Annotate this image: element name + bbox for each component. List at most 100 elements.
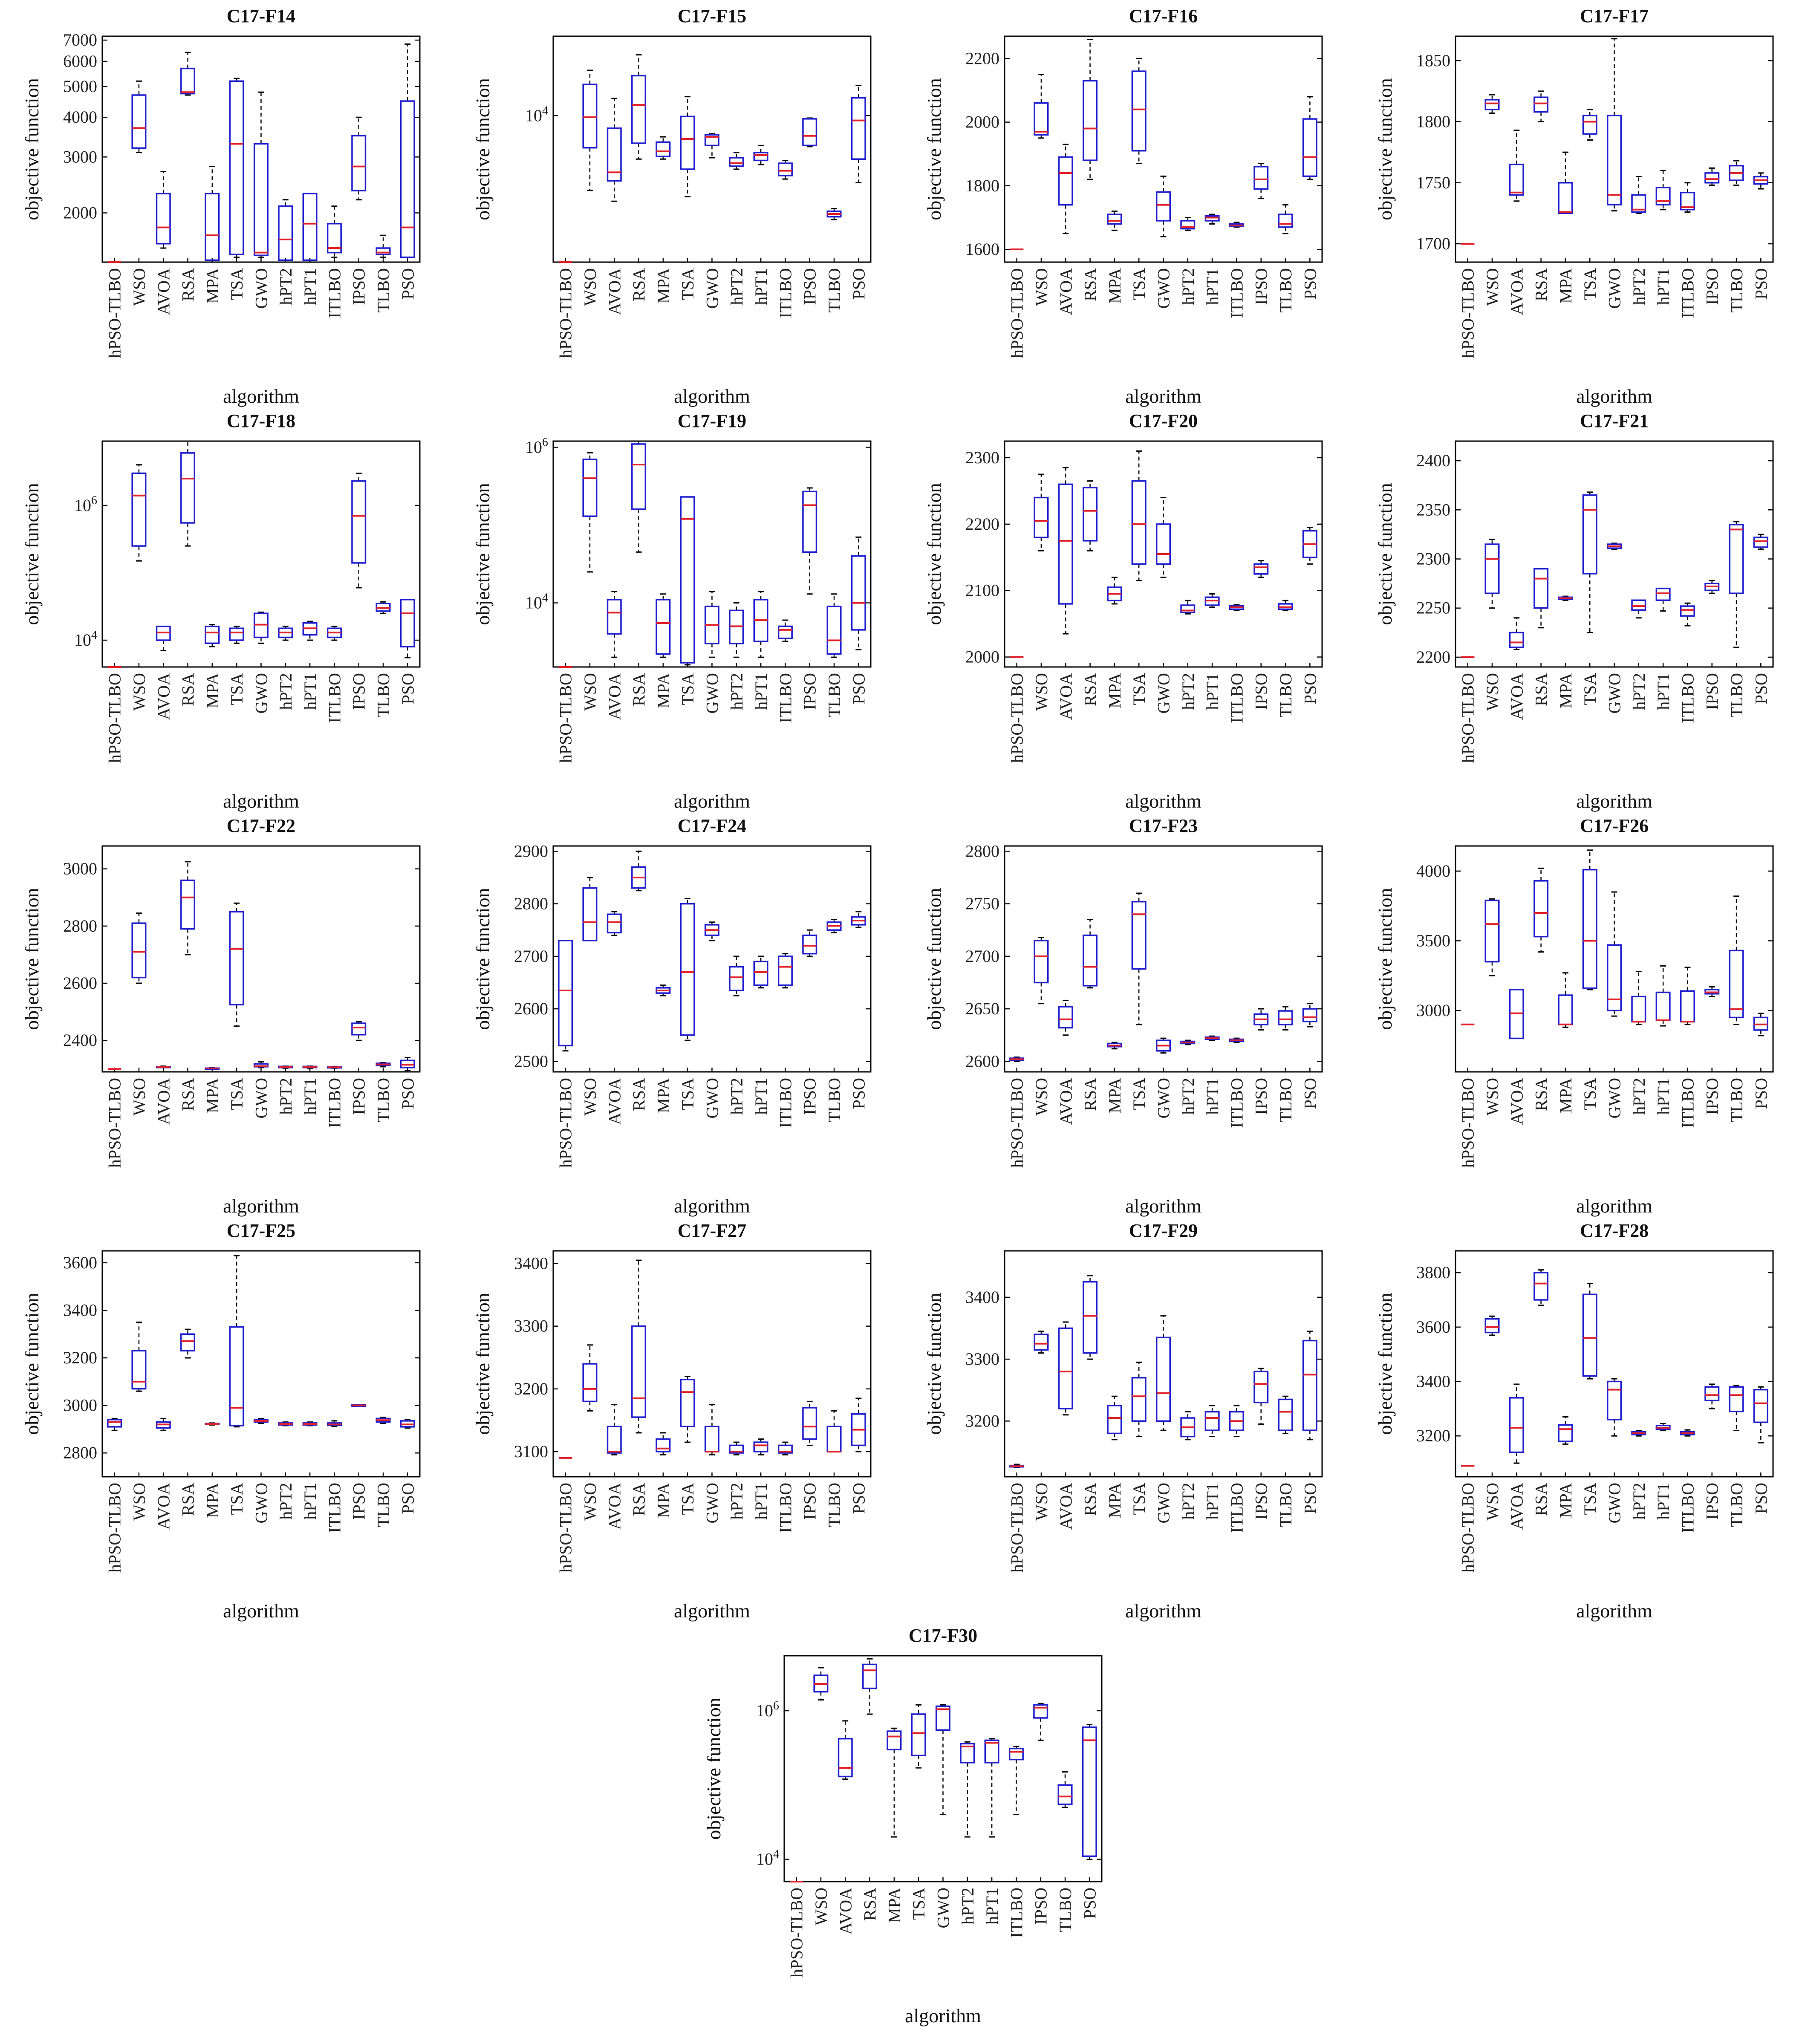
x-tick-label: MPA xyxy=(1105,1483,1124,1518)
box-hpso-tlbo xyxy=(107,1418,122,1431)
x-tick-label: hPSO-TLBO xyxy=(1008,268,1027,358)
box-gwo xyxy=(704,921,720,941)
x-tick-label: TLBO xyxy=(825,1483,844,1527)
iqr-box xyxy=(1107,214,1122,225)
box-wso xyxy=(131,912,147,984)
box-mpa xyxy=(1558,1416,1573,1445)
plot-frame xyxy=(101,35,421,263)
x-tick-label: GWO xyxy=(934,1888,953,1929)
box-hpt2 xyxy=(278,199,293,263)
x-tick-label: AVOA xyxy=(1507,1483,1526,1530)
box-pso xyxy=(1082,1724,1097,1860)
box-pso xyxy=(1302,527,1317,565)
iqr-box xyxy=(1034,497,1049,538)
box-pso xyxy=(400,1057,415,1071)
plot-frame xyxy=(101,1250,421,1478)
x-tick-label: hPT2 xyxy=(1629,1078,1649,1115)
y-tick-label: 106 xyxy=(74,494,97,515)
iqr-box xyxy=(351,480,367,564)
x-tick-label: ITLBO xyxy=(1227,1483,1246,1533)
x-tick-label: IPSO xyxy=(1252,1483,1271,1520)
box-itlbo xyxy=(777,159,793,180)
box-itlbo xyxy=(777,953,793,989)
x-tick-label: RSA xyxy=(1532,268,1551,301)
box-gwo xyxy=(253,91,269,258)
iqr-box xyxy=(351,135,367,192)
iqr-box xyxy=(205,626,220,644)
box-mpa xyxy=(1558,972,1573,1028)
plot-frame xyxy=(1455,440,1774,668)
iqr-box xyxy=(1034,1334,1049,1351)
box-hpt1 xyxy=(753,1438,768,1455)
box-tlbo xyxy=(1057,1771,1073,1808)
y-axis-label: objective function xyxy=(472,1293,494,1435)
x-tick-label: GWO xyxy=(1605,673,1624,714)
x-tick-label: IPSO xyxy=(1703,268,1722,305)
iqr-box xyxy=(1484,899,1500,963)
iqr-box xyxy=(1680,605,1695,617)
y-tick-label: 2800 xyxy=(63,916,97,935)
y-tick-label: 3200 xyxy=(1416,1426,1450,1445)
chart-title: C17-F23 xyxy=(1129,815,1198,836)
box-tlbo xyxy=(375,601,391,614)
x-tick-label: MPA xyxy=(203,1078,222,1113)
chart-panel-c17-f29: C17-F29 3200 3300 3400 objective function hPS… xyxy=(902,1215,1353,1622)
box-pso xyxy=(851,84,866,184)
plot-frame xyxy=(552,1250,872,1478)
box-hpt2 xyxy=(729,1441,744,1455)
y-axis-label: objective function xyxy=(1374,483,1396,625)
iqr-box xyxy=(1753,1016,1768,1031)
iqr-box xyxy=(1582,494,1597,575)
x-tick-label: hPT1 xyxy=(751,1078,771,1115)
x-tick-label: hPT2 xyxy=(1178,1078,1198,1115)
box-mpa xyxy=(1107,211,1122,231)
x-tick-label: IPSO xyxy=(800,268,820,305)
x-tick-label: TSA xyxy=(227,1483,246,1515)
box-ipso xyxy=(351,1021,367,1041)
iqr-box xyxy=(1180,220,1196,230)
x-tick-label: IPSO xyxy=(800,673,820,710)
y-axis-label: objective function xyxy=(1374,1293,1396,1435)
x-axis-label: algorithm xyxy=(1125,1600,1201,1622)
x-tick-label: TLBO xyxy=(1276,673,1295,717)
box-tlbo xyxy=(826,593,842,658)
y-tick-label: 104 xyxy=(525,592,548,612)
x-tick-label: ITLBO xyxy=(1678,673,1697,723)
y-tick-label: 1600 xyxy=(965,240,999,259)
y-tick-label: 3800 xyxy=(1416,1263,1450,1282)
box-hpt2 xyxy=(278,626,293,641)
x-tick-label: TSA xyxy=(1580,673,1600,705)
box-wso xyxy=(1484,94,1500,114)
x-tick-label: ITLBO xyxy=(325,1483,344,1533)
box-itlbo xyxy=(777,619,793,642)
x-tick-label: WSO xyxy=(1032,268,1051,306)
x-tick-label: TLBO xyxy=(825,673,844,717)
box-tsa xyxy=(911,1704,926,1769)
box-ipso xyxy=(802,487,817,595)
x-tick-label: TSA xyxy=(227,1078,246,1110)
iqr-box xyxy=(1058,483,1073,605)
x-tick-label: RSA xyxy=(1081,673,1100,706)
x-tick-label: TLBO xyxy=(1056,1888,1075,1932)
box-wso xyxy=(1034,936,1049,1005)
box-ipso xyxy=(802,929,817,957)
box-hpt1 xyxy=(302,621,318,641)
x-tick-label: IPSO xyxy=(1031,1888,1051,1925)
chart-panel-c17-f16: C17-F16 1600 1800 2000 2200 objective functio… xyxy=(902,0,1353,407)
plot-frame xyxy=(1455,35,1774,263)
iqr-box xyxy=(1729,524,1744,594)
x-tick-label: AVOA xyxy=(1056,1483,1075,1530)
chart-title: C17-F20 xyxy=(1129,410,1198,431)
box-itlbo xyxy=(1680,602,1695,626)
chart-svg: C17-F16 1600 1800 2000 2200 objective functio… xyxy=(923,6,1323,407)
box-ipso xyxy=(351,116,367,201)
box-itlbo xyxy=(1229,1405,1244,1438)
x-tick-label: hPT2 xyxy=(276,1078,295,1115)
box-avoa xyxy=(1058,144,1073,234)
chart-panel-c17-f22: C17-F22 2400 2600 2800 3000 objective functio… xyxy=(0,810,451,1217)
box-hpt2 xyxy=(1631,599,1646,619)
x-axis-label: algorithm xyxy=(1576,1600,1652,1622)
x-tick-label: hPT1 xyxy=(1203,1078,1222,1115)
x-tick-label: PSO xyxy=(398,673,417,704)
iqr-box xyxy=(1509,1397,1524,1453)
